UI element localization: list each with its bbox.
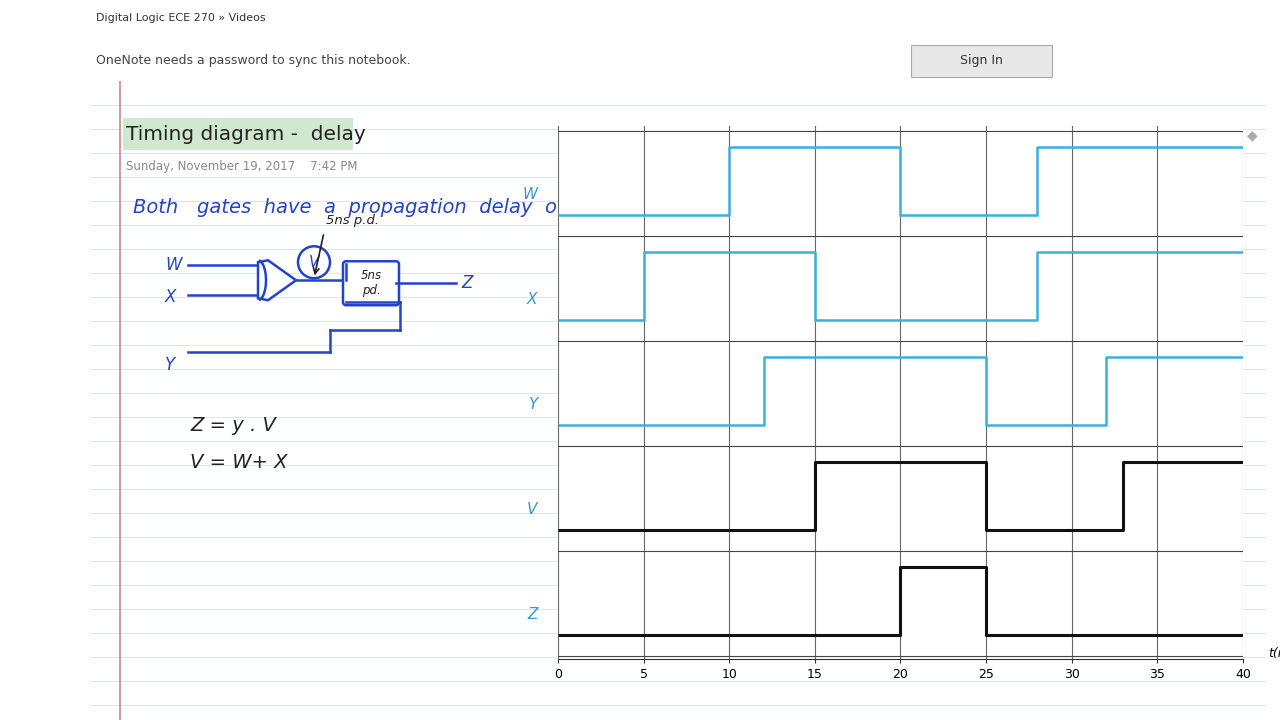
Text: Y: Y: [165, 356, 175, 374]
FancyBboxPatch shape: [343, 261, 399, 305]
Text: V: V: [308, 255, 319, 270]
Text: Sunday, November 19, 2017    7:42 PM: Sunday, November 19, 2017 7:42 PM: [125, 160, 357, 173]
FancyBboxPatch shape: [123, 118, 353, 150]
Text: Both   gates  have  a  propagation  delay  of   5ns  -problem  8.12: Both gates have a propagation delay of 5…: [133, 198, 773, 217]
Text: W: W: [165, 256, 182, 274]
Text: OneNote needs a password to sync this notebook.: OneNote needs a password to sync this no…: [96, 54, 411, 68]
Text: Z = y . V: Z = y . V: [189, 415, 276, 435]
Text: Digital Logic ECE 270 » Videos: Digital Logic ECE 270 » Videos: [96, 13, 266, 23]
Text: 5ns
pd.: 5ns pd.: [361, 269, 381, 297]
Text: Z: Z: [527, 607, 538, 622]
Polygon shape: [259, 260, 296, 300]
Text: V = W+ X: V = W+ X: [189, 453, 288, 472]
Text: Y: Y: [529, 397, 538, 412]
Text: Z: Z: [461, 274, 472, 292]
Text: X: X: [527, 292, 538, 307]
Circle shape: [298, 246, 330, 278]
Text: X: X: [165, 288, 177, 306]
Text: W: W: [522, 187, 538, 202]
Text: Timing diagram -  delay: Timing diagram - delay: [125, 125, 366, 144]
Text: 5ns p.d.: 5ns p.d.: [326, 215, 379, 228]
Text: t(ns): t(ns): [1268, 647, 1280, 660]
Text: V: V: [527, 502, 538, 517]
Text: ◆: ◆: [1247, 128, 1257, 143]
Text: Sign In: Sign In: [960, 54, 1004, 68]
FancyBboxPatch shape: [911, 45, 1052, 77]
